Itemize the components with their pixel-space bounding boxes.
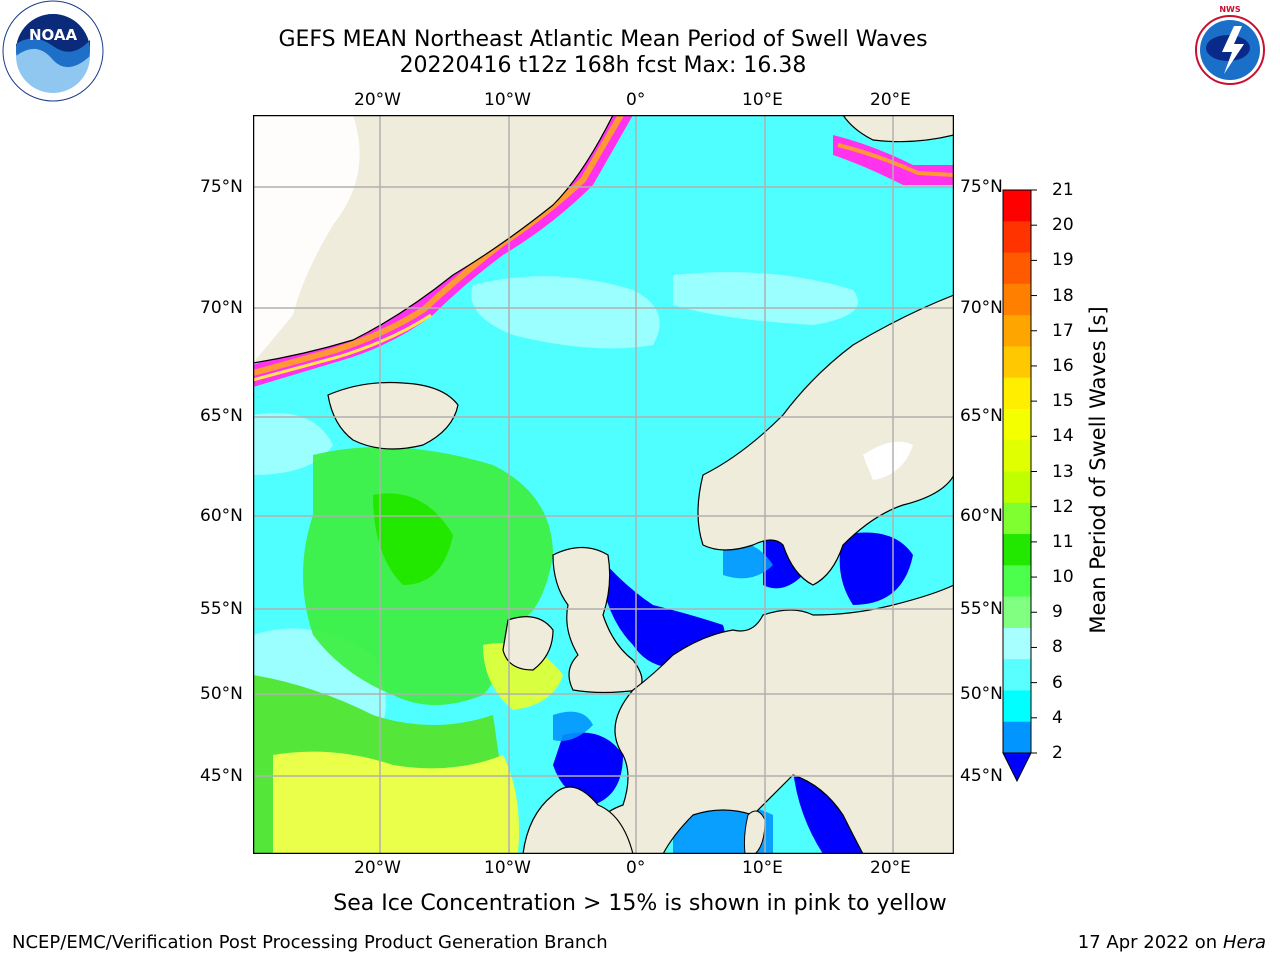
chart-title-line-2: 20220416 t12z 168h fcst Max: 16.38: [399, 53, 807, 78]
national-weather-service-logo: NWS: [1180, 0, 1280, 100]
chart-title-line-1: GEFS MEAN Northeast Atlantic Mean Period…: [278, 27, 928, 52]
lat-tick-left-45n: 45°N: [200, 766, 243, 786]
colorbar-tick-label: 19: [1052, 250, 1074, 271]
colorbar-band: [1003, 408, 1031, 441]
svg-text:NWS: NWS: [1219, 5, 1241, 14]
colorbar-tick-label: 15: [1052, 391, 1074, 412]
lat-tick-right-55n: 55°N: [960, 599, 1003, 619]
corsica-sardinia-land: [743, 810, 766, 854]
lat-tick-left-65n: 65°N: [200, 406, 243, 426]
lat-tick-right-70n: 70°N: [960, 298, 1003, 318]
colorbar-band: [1003, 377, 1031, 410]
lon-tick-top-10e: 10°E: [742, 90, 783, 110]
svg-text:NOAA: NOAA: [29, 26, 78, 44]
lon-tick-bottom-20e: 20°E: [870, 858, 911, 878]
map-frame: [253, 115, 954, 854]
colorbar-band: [1003, 721, 1031, 754]
ireland-land: [502, 616, 554, 671]
map-border: [253, 115, 954, 854]
noaa-logo: NOAA: [2, 0, 104, 102]
lon-tick-top-20e: 20°E: [870, 90, 911, 110]
footer-date-text: 17 Apr 2022 on: [1077, 932, 1223, 953]
colorbar-tick-label: 17: [1052, 320, 1074, 341]
footer-credit: NCEP/EMC/Verification Post Processing Pr…: [12, 932, 608, 953]
colorbar-tick-label: 9: [1052, 602, 1063, 623]
lat-tick-left-60n: 60°N: [200, 506, 243, 526]
lon-tick-top-10w: 10°W: [484, 90, 531, 110]
footer-host: Hera: [1222, 932, 1266, 953]
colorbar-band: [1003, 659, 1031, 691]
colorbar-tick-label: 21: [1052, 180, 1074, 200]
colorbar-tick-label: 8: [1052, 637, 1063, 658]
lat-tick-right-60n: 60°N: [960, 506, 1003, 526]
colorbar-band: [1003, 283, 1031, 316]
greenland-ice-cap: [253, 115, 360, 363]
lon-tick-top-20w: 20°W: [354, 90, 401, 110]
scandinavia-land: [697, 294, 954, 586]
footer-date: 17 Apr 2022 on Hera: [1078, 932, 1266, 954]
colorbar-band: [1003, 440, 1031, 472]
lat-tick-left-55n: 55°N: [200, 599, 243, 619]
colorbar-band: [1003, 596, 1031, 629]
graticule: [253, 115, 954, 854]
colorbar-tick-label: 4: [1052, 707, 1063, 728]
colorbar-tick-label: 20: [1052, 215, 1074, 236]
svalbard-land: [842, 115, 954, 143]
colorbar-tick-label: 18: [1052, 285, 1074, 306]
colorbar-tick-label: 6: [1052, 672, 1063, 693]
colorbar-extend-triangle: [1002, 752, 1032, 783]
lat-tick-left-50n: 50°N: [200, 684, 243, 704]
lat-tick-right-50n: 50°N: [960, 684, 1003, 704]
sea-ice-caption: Sea Ice Concentration > 15% is shown in …: [333, 891, 947, 916]
lon-tick-bottom-10w: 10°W: [484, 858, 531, 878]
colorbar-band: [1003, 315, 1031, 347]
colorbar-tick-label: 2: [1052, 743, 1063, 763]
lon-tick-bottom-0: 0°: [626, 858, 646, 878]
colorbar-band: [1003, 502, 1031, 535]
lat-tick-right-45n: 45°N: [960, 766, 1003, 786]
colorbar-band: [1003, 190, 1031, 222]
colorbar-band: [1003, 221, 1031, 254]
lon-tick-top-0: 0°: [626, 90, 646, 110]
colorbar-tick-label: 11: [1052, 531, 1074, 552]
colorbar-band: [1003, 346, 1031, 379]
colorbar-ticks: 21 20 19 18 17 16 15 14 13 12 11 10 9 8 6 4 2: [1052, 180, 1092, 770]
map-svg: [253, 115, 954, 854]
blue-regions: [553, 532, 913, 854]
iberia-land: [522, 786, 634, 854]
lon-tick-bottom-10e: 10°E: [742, 858, 783, 878]
colorbar-tick-label: 12: [1052, 496, 1074, 517]
colorbar-band: [1003, 471, 1031, 504]
colorbar-band: [1003, 565, 1031, 598]
colorbar-tick-label: 10: [1052, 567, 1074, 588]
iceland-land: [327, 381, 459, 450]
colorbar-band: [1003, 690, 1031, 723]
lon-tick-bottom-20w: 20°W: [354, 858, 401, 878]
colorbar-tick-label: 14: [1052, 426, 1074, 447]
lat-tick-left-70n: 70°N: [200, 298, 243, 318]
sweden-lakes: [863, 441, 913, 480]
colorbar-band: [1003, 252, 1031, 285]
colorbar: [1000, 188, 1040, 784]
colorbar-band: [1003, 627, 1031, 660]
lat-tick-left-75n: 75°N: [200, 177, 243, 197]
lat-tick-right-65n: 65°N: [960, 406, 1003, 426]
colorbar-tick-label: 16: [1052, 355, 1074, 376]
colorbar-band: [1003, 534, 1031, 566]
colorbar-tick-label: 13: [1052, 461, 1074, 482]
lat-tick-right-75n: 75°N: [960, 177, 1003, 197]
